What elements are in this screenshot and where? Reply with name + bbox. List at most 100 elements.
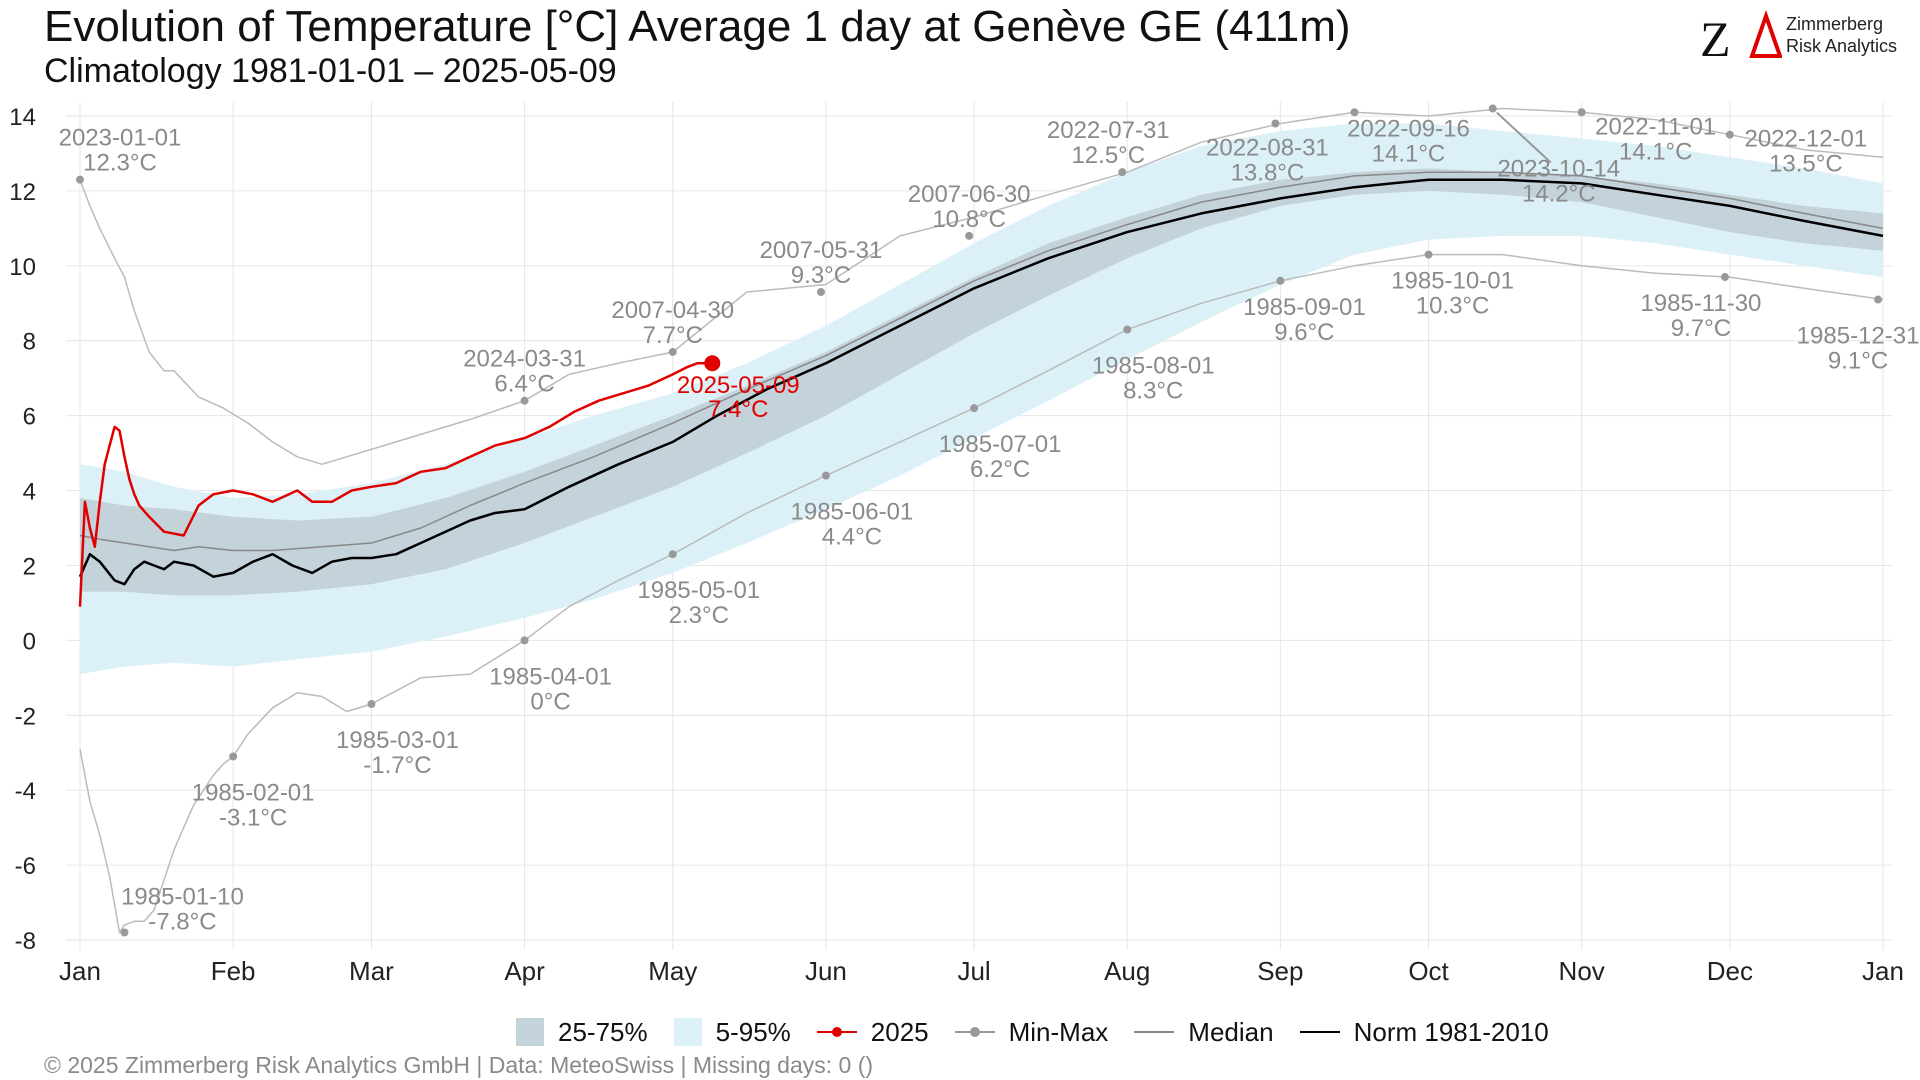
record-min-marker: [1424, 250, 1433, 259]
y-tick-label: -2: [15, 703, 36, 730]
annotation-date-label: 2023-10-14: [1497, 156, 1620, 183]
y-tick-label: 14: [9, 104, 36, 131]
annotation-value-label: 12.3°C: [83, 150, 157, 177]
x-tick-label: Feb: [211, 956, 256, 986]
chart-title: Evolution of Temperature [°C] Average 1 …: [44, 2, 1351, 51]
record-max-marker: [1577, 108, 1586, 117]
annotation-date-label: 1985-09-01: [1243, 294, 1366, 321]
x-tick-label: Aug: [1104, 956, 1150, 986]
legend-label: 5-95%: [715, 1016, 791, 1047]
annotation-date-label: 1985-02-01: [192, 779, 315, 806]
legend-swatch: [516, 1018, 544, 1046]
annotation-date-label: 2022-09-16: [1347, 115, 1470, 142]
band-25-75: [80, 168, 1883, 596]
legend-item: 5-95%: [673, 1016, 791, 1048]
series-norm-line: [78, 178, 1884, 586]
annotation-value-label: 10.3°C: [1416, 293, 1490, 320]
record-max-marker: [965, 231, 974, 240]
record-min-marker: [970, 404, 979, 413]
logo-text-line2: Risk Analytics: [1786, 36, 1898, 56]
series-2025-line: [78, 361, 713, 607]
annotation-value-label: 4.4°C: [822, 524, 882, 551]
annotation-value-label: 13.8°C: [1231, 159, 1305, 186]
x-tick-label: Jan: [1862, 956, 1904, 986]
annotation-date-label: 2022-08-31: [1206, 134, 1329, 161]
annotation-date-label: 1985-01-10: [121, 884, 244, 911]
record-min-marker: [120, 928, 129, 937]
annotation-value-label: 9.3°C: [791, 262, 851, 289]
record-max-marker: [1725, 130, 1734, 139]
record-min-marker: [520, 636, 529, 645]
y-tick-label: 4: [23, 479, 36, 506]
series-median-line: [79, 171, 1884, 552]
record-max-marker: [520, 396, 529, 405]
x-tick-label: Dec: [1707, 956, 1753, 986]
record-max-marker: [1271, 119, 1280, 128]
x-tick-label: Sep: [1257, 956, 1303, 986]
legend-item: Median: [1134, 1016, 1274, 1048]
annotation-value-label: 14.1°C: [1372, 140, 1446, 167]
annotation-date-label: 2007-06-30: [908, 181, 1031, 208]
record-min-marker: [1276, 276, 1285, 285]
x-tick-label: Jan: [59, 956, 101, 986]
record-min-marker: [1720, 273, 1729, 282]
y-tick-label: -6: [15, 853, 36, 880]
annotation-value-label: 8.3°C: [1123, 377, 1183, 404]
legend-label: 25-75%: [558, 1016, 648, 1047]
record-max-marker: [1350, 108, 1359, 117]
current-point-marker: [704, 355, 721, 372]
logo-text-line1: Zimmerberg: [1786, 14, 1884, 34]
x-tick-label: Oct: [1408, 956, 1449, 986]
record-max-marker: [668, 347, 677, 356]
svg-text:Z: Z: [1700, 11, 1731, 64]
x-tick-label: Apr: [504, 956, 545, 986]
annotation-date-label: 2022-11-01: [1595, 113, 1716, 140]
annotation-value-label: 9.6°C: [1274, 319, 1334, 346]
y-tick-label: 12: [9, 179, 36, 206]
y-tick-label: 8: [23, 329, 36, 356]
annotation-value-label: 10.8°C: [932, 206, 1006, 233]
record-min-marker: [229, 752, 238, 761]
company-logo: Z Zimmerberg Risk Analytics: [1700, 8, 1900, 64]
legend-label: Median: [1188, 1016, 1274, 1047]
annotation-value-label: -1.7°C: [363, 752, 431, 779]
legend-line-icon: [1134, 1024, 1175, 1040]
annotation-value-label: 2.3°C: [669, 602, 729, 629]
annotation-value-label: 14.1°C: [1619, 138, 1693, 165]
annotation-date-label: 2007-04-30: [611, 297, 734, 324]
record-min-marker: [821, 471, 830, 480]
annotation-value-label: 0°C: [530, 688, 570, 715]
legend-item: Min-Max: [954, 1016, 1109, 1048]
annotation-date-label: 1985-05-01: [637, 577, 760, 604]
annotation-leader-line: [1496, 111, 1552, 164]
record-min-marker: [668, 550, 677, 559]
x-tick-label: Jun: [805, 956, 847, 986]
chart-legend: 25-75% 5-95% 2025 Min-Max Median Norm 1981-20…: [516, 1014, 1575, 1050]
annotation-date-label: 1985-10-01: [1391, 268, 1514, 295]
current-point-value-label: 7.4°C: [708, 396, 768, 423]
legend-item: 25-75%: [516, 1017, 648, 1048]
annotation-value-label: 9.1°C: [1828, 348, 1888, 375]
y-tick-label: 6: [23, 404, 36, 431]
y-tick-label: 2: [23, 553, 36, 580]
y-tick-label: -8: [15, 928, 36, 955]
legend-line-icon: [816, 1024, 857, 1040]
record-min-marker: [1874, 295, 1883, 304]
annotation-date-label: 1985-07-01: [939, 431, 1062, 458]
legend-swatch: [673, 1018, 702, 1046]
current-point-date-label: 2025-05-09: [677, 372, 800, 399]
legend-line-icon: [1299, 1024, 1340, 1040]
annotation-value-label: 9.7°C: [1671, 315, 1731, 342]
legend-label: Min-Max: [1008, 1016, 1109, 1047]
annotation-value-label: 6.2°C: [970, 456, 1030, 483]
chart-subtitle: Climatology 1981-01-01 – 2025-05-09: [44, 52, 617, 90]
x-tick-label: Nov: [1559, 956, 1605, 986]
record-max-marker: [816, 288, 825, 297]
annotation-date-label: 2022-07-31: [1047, 117, 1170, 144]
legend-label: Norm 1981-2010: [1353, 1016, 1549, 1047]
percentile-bands: [80, 123, 1883, 675]
legend-label: 2025: [870, 1016, 929, 1047]
legend-line-icon: [954, 1024, 995, 1040]
annotation-value-label: 12.5°C: [1071, 142, 1145, 169]
